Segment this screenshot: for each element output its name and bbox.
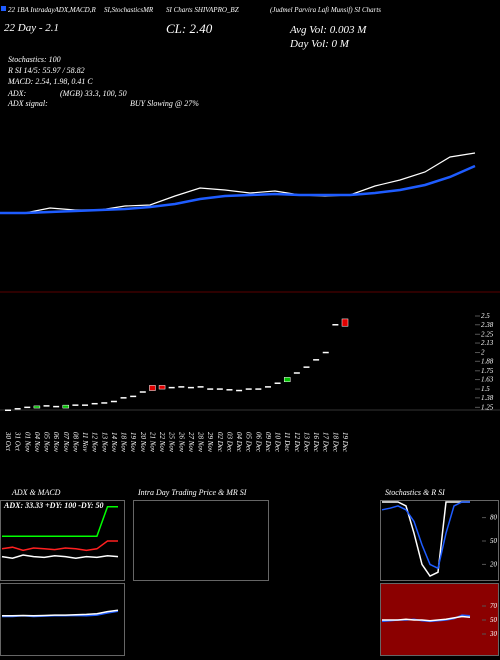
header-text: SI Charts SHIVAPRO_BZ [166,6,239,14]
series-line [382,615,471,622]
x-tick-label: 05 Nov [43,432,51,453]
y-tick-label: 1.63 [481,376,494,384]
x-tick-label: 06 Dec [254,432,262,453]
candle [149,385,156,391]
y-tick-label: 50 [490,537,498,545]
panel [380,583,499,656]
x-tick-label: 12 Nov [91,432,99,453]
y-tick-label: 1.25 [481,403,494,411]
x-tick-label: 04 Nov [33,432,41,453]
y-tick-label: 2.13 [481,339,494,347]
x-tick-label: 02 Dec [216,432,224,453]
x-tick-label: 11 Nov [81,432,89,452]
y-tick-label: 2.38 [481,321,494,329]
y-tick-label: 1.38 [481,394,494,402]
candle [341,318,349,327]
y-tick-label: 2.25 [481,330,494,338]
header-text: Day Vol: 0 M [289,38,350,50]
x-tick-label: 20 Nov [139,432,147,453]
y-tick-label: 2 [481,349,485,357]
indicator-text: (MGB) 33.3, 100, 50 [60,89,127,98]
x-tick-label: 04 Dec [235,432,243,453]
y-tick-label: 1.5 [481,385,490,393]
x-tick-label: 27 Nov [187,432,195,453]
panel-title: Intra Day Trading Price & MR SI [137,488,247,497]
y-tick-label: 20 [490,560,498,568]
x-tick-label: 31 Oct [14,431,22,452]
x-tick-label: 18 Dec [331,432,339,453]
panel [0,583,125,656]
candle [62,404,70,409]
x-tick-label: 28 Nov [197,432,205,453]
x-tick-label: 19 Dec [341,432,349,453]
candle [283,377,291,383]
indicator-text: MACD: 2.54, 1.98, 0.41 C [7,77,93,86]
indicator-text: R SI 14/5: 55.97 / 58.82 [7,66,85,75]
x-tick-label: 03 Dec [225,432,233,453]
y-tick-label: 50 [490,616,498,624]
x-tick-label: 29 Nov [206,432,214,453]
x-tick-label: 13 Nov [100,432,108,453]
series-line [0,164,476,215]
x-tick-label: 12 Dec [293,432,301,453]
y-tick-label: 2.5 [481,312,490,320]
x-tick-label: 08 Nov [71,432,79,453]
y-tick-label: 70 [490,602,498,610]
candle [33,405,41,409]
indicator-text: ADX: [7,89,27,98]
panel [0,500,125,581]
series-line [381,501,470,570]
x-tick-label: 26 Nov [177,432,185,453]
header-text: SI,StochasticsMR [104,6,154,14]
y-tick-label: 1.75 [481,367,494,375]
header-text: 22 Day - 2.1 [4,22,59,34]
header-text: (Judmel Parvira Lafi Munsif) SI Charts [270,6,381,14]
x-tick-label: 05 Dec [245,432,253,453]
x-tick-label: 19 Nov [129,432,137,453]
indicator-text: ADX signal: [7,99,48,108]
x-tick-label: 13 Dec [302,432,310,453]
series-line [1,540,118,552]
x-tick-label: 16 Dec [312,432,320,453]
panel-title: ADX & MACD [11,488,61,497]
x-tick-label: 17 Dec [322,432,330,453]
x-tick-label: 22 Nov [158,432,166,453]
indicator-text: Stochastics: 100 [8,55,61,64]
x-tick-label: 09 Dec [264,432,272,453]
legend-icon [1,6,6,11]
x-tick-label: 10 Dec [274,432,282,453]
panel [380,500,499,581]
series-line [2,505,118,538]
x-tick-label: 07 Nov [62,432,70,453]
y-tick-label: 30 [489,630,498,638]
close-price: CL: 2.40 [166,21,213,36]
x-tick-label: 18 Nov [120,432,128,453]
x-tick-label: 11 Dec [283,432,291,452]
panel [133,500,269,581]
x-tick-label: 21 Nov [148,432,156,453]
x-tick-label: 01 Nov [23,432,31,453]
x-tick-label: 25 Nov [168,432,176,453]
indicator-text: BUY Slowing @ 27% [130,99,199,108]
panel-annotation: ADX: 33.33 +DY: 100 -DY: 50 [3,501,104,510]
y-tick-label: 80 [490,514,498,522]
series-line [382,501,470,578]
x-tick-label: 14 Nov [110,432,118,453]
candle [158,385,166,390]
series-line [2,609,119,617]
header-text: Avg Vol: 0.003 M [289,24,367,36]
y-tick-label: 1.88 [481,357,494,365]
x-tick-label: 06 Nov [52,432,60,453]
header-text: 22 1BA IntradayADX,MACD,R [8,6,96,14]
series-line [1,554,119,559]
x-tick-label: 30 Oct [4,431,12,452]
series-line [0,152,476,214]
panel-title: Stochastics & R SI [385,488,445,497]
